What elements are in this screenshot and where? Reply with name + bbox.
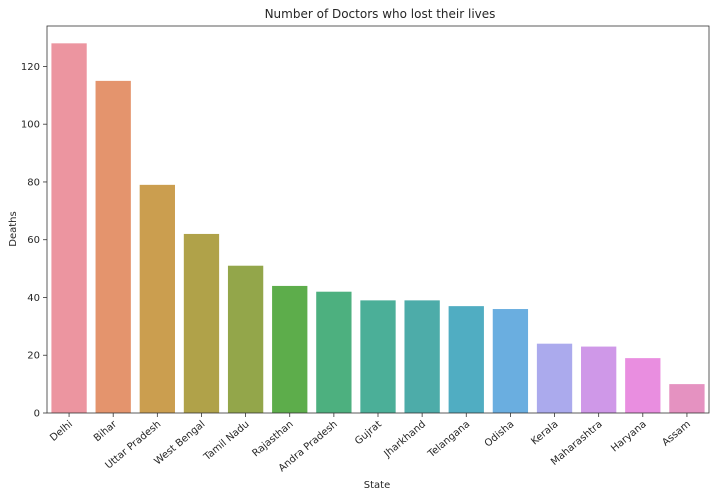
bar-maharashtra — [581, 346, 617, 413]
x-tick-label: Gujrat — [353, 419, 384, 447]
x-tick-label: Haryana — [609, 419, 648, 455]
x-tick-label: Telangana — [425, 419, 472, 461]
bar-odisha — [492, 309, 529, 413]
bar-assam — [669, 384, 705, 413]
bar-jharkhand — [404, 300, 440, 413]
y-axis-label: Deaths — [8, 211, 19, 246]
y-tick-label: 40 — [27, 293, 40, 304]
bar-haryana — [625, 358, 661, 413]
x-tick-label: Kerala — [529, 419, 560, 448]
chart-title: Number of Doctors who lost their lives — [265, 7, 496, 21]
bar-uttar-pradesh — [139, 184, 175, 413]
bar-kerala — [536, 343, 573, 413]
plot-frame — [46, 25, 710, 414]
x-tick-label: Assam — [660, 419, 692, 449]
bar-west-bengal — [183, 233, 220, 413]
x-tick-label: Jharkhand — [382, 419, 428, 461]
y-tick-label: 100 — [21, 120, 40, 131]
bar-rajasthan — [272, 285, 308, 413]
y-tick-label: 120 — [21, 62, 40, 73]
x-tick-label: Rajasthan — [251, 419, 296, 459]
bar-gujrat — [360, 300, 396, 413]
y-tick-label: 60 — [27, 235, 40, 246]
bar-telangana — [448, 306, 484, 413]
x-tick-label: Bihar — [92, 418, 120, 444]
y-tick-label: 80 — [27, 177, 40, 188]
y-tick-label: 0 — [34, 409, 40, 420]
bar-delhi — [51, 43, 87, 413]
x-tick-label: Tamil Nadu — [201, 419, 251, 464]
bar-bihar — [95, 80, 131, 413]
x-tick-label: Delhi — [48, 419, 75, 444]
x-axis-label: State — [364, 480, 390, 491]
x-tick-label: Odisha — [483, 419, 517, 450]
y-tick-label: 20 — [27, 351, 40, 362]
y-axis-ticks: 0 20 40 60 80 100 120 — [21, 62, 47, 420]
bar-andra-pradesh — [316, 291, 352, 413]
bar-tamil-nadu — [227, 265, 264, 413]
bars-group — [51, 43, 705, 413]
